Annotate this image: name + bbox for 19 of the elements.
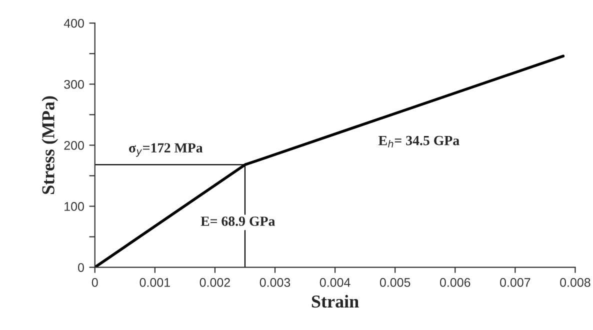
- x-tick-label: 0.007: [500, 278, 530, 287]
- y-axis-title: Stress (MPa): [42, 96, 58, 194]
- x-tick-label: 0: [92, 278, 98, 287]
- x-tick-label: 0.006: [440, 278, 470, 287]
- y-tick-label: 0: [78, 263, 84, 272]
- x-tick-label: 0.008: [560, 278, 590, 287]
- x-tick-label: 0.003: [260, 278, 290, 287]
- x-tick-label: 0.002: [200, 278, 230, 287]
- x-tick-label: 0.004: [320, 278, 350, 287]
- y-tick-label: 400: [64, 18, 84, 28]
- x-tick-label: 0.001: [140, 278, 170, 287]
- annotation: σ$_{y}$=172 MPa: [129, 143, 203, 157]
- y-tick-label: 100: [64, 202, 84, 211]
- annotation: E$_{h}$= 34.5 GPa: [378, 136, 460, 148]
- y-tick-label: 300: [64, 80, 84, 89]
- annotation: E= 68.9 GPa: [200, 216, 275, 226]
- y-tick-label: 200: [64, 141, 84, 150]
- x-tick-label: 0.005: [380, 278, 410, 287]
- x-axis-title: Strain: [312, 294, 359, 308]
